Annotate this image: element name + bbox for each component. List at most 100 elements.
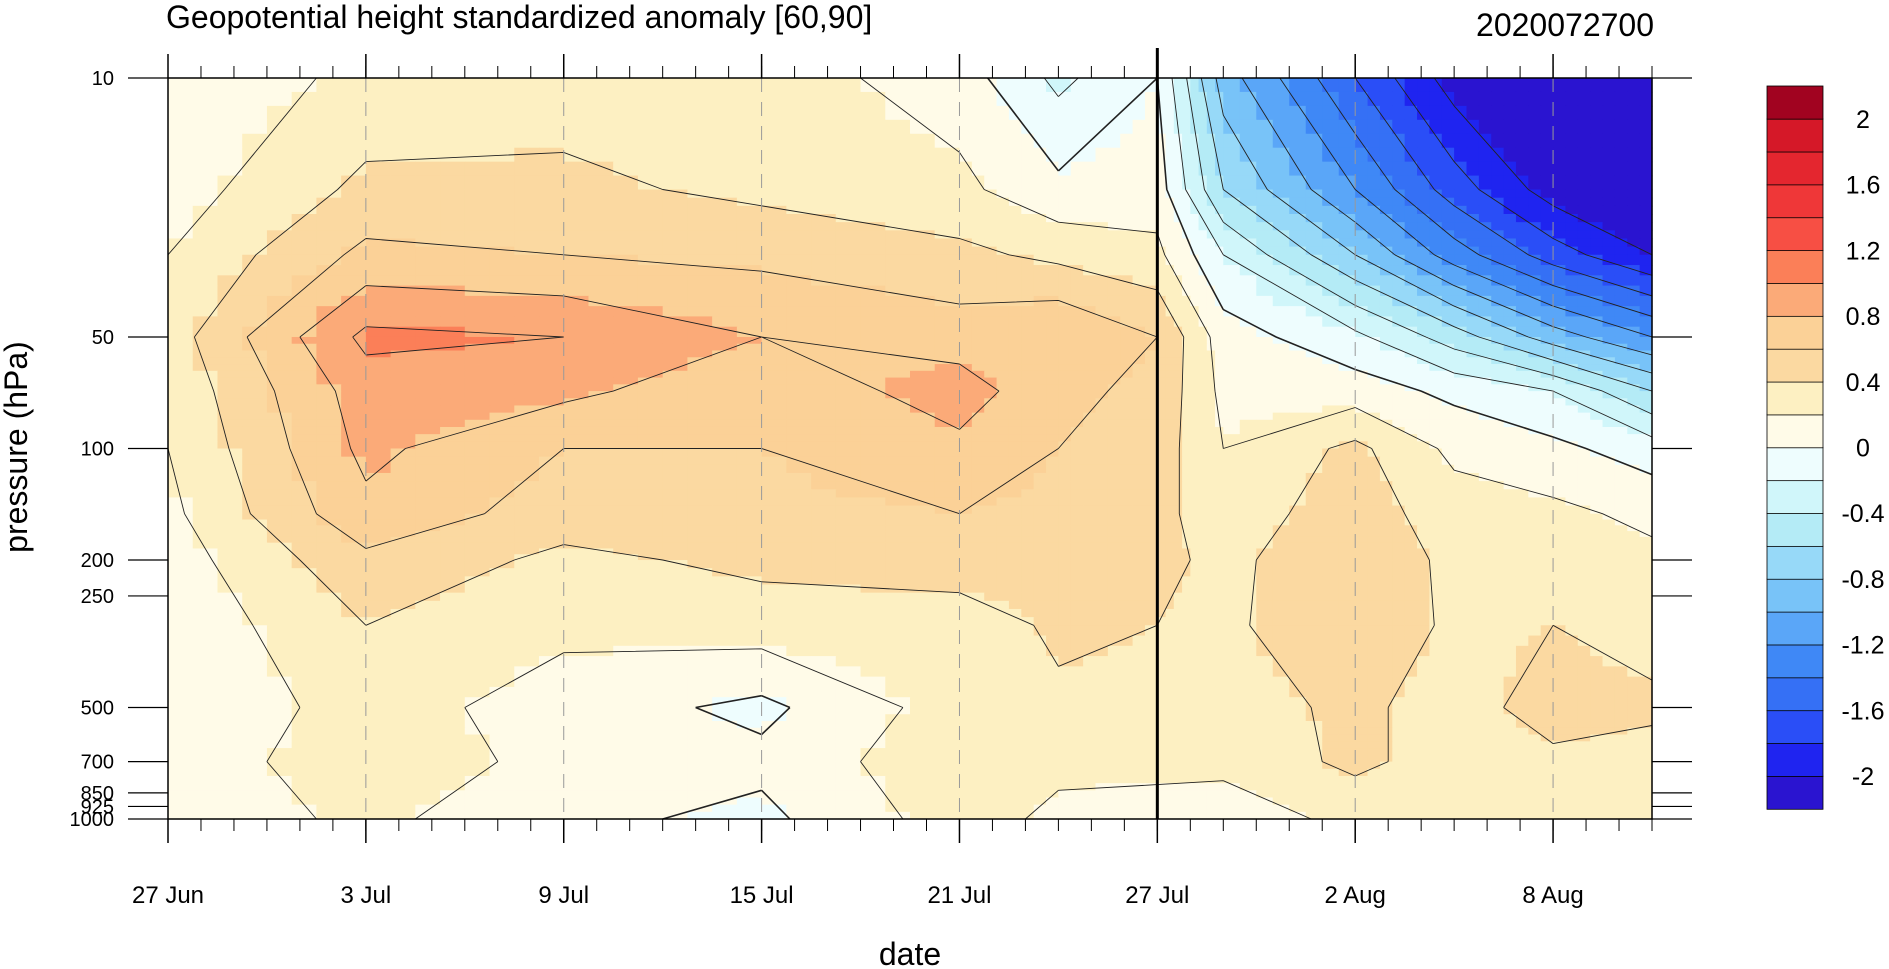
contour-cell [1429,542,1443,550]
contour-cell [1478,119,1492,135]
contour-cell [1355,350,1369,358]
contour-cell [1190,105,1200,121]
contour-cell [1256,412,1274,421]
contour-cell [563,472,590,482]
contour-cell [1454,254,1468,266]
contour-cell [1441,412,1455,421]
contour-cell [1441,536,1455,544]
contour-cell [1466,513,1480,521]
contour-cell [291,464,317,474]
contour-cell [996,214,1010,223]
contour-cell [1429,441,1443,450]
contour-cell [341,295,367,307]
contour-cell [415,316,441,328]
contour-cell [1132,525,1146,532]
contour-cell [1095,434,1109,442]
contour-cell [1157,505,1167,515]
contour-cell [1528,464,1542,474]
contour-cell [1144,412,1158,421]
contour-cell [168,456,194,466]
contour-cell [984,133,998,149]
contour-cell [1198,357,1208,365]
contour-cell [563,336,590,345]
contour-cell [1215,519,1224,526]
contour-cell [1157,343,1167,352]
contour-cell [1215,412,1224,421]
contour-cell [1404,519,1418,526]
contour-cell [489,370,515,379]
contour-cell [1367,441,1381,450]
contour-cell [1095,275,1109,287]
contour-cell [786,357,812,365]
contour-cell [1120,246,1134,256]
contour-cell [514,222,540,231]
contour-cell [971,542,985,550]
contour-cell [1198,489,1208,499]
contour-cell [1478,497,1492,507]
contour-cell [1528,412,1542,421]
contour-cell [1165,377,1175,385]
contour-cell [712,434,738,442]
contour-cell [464,505,491,515]
contour-cell [341,336,367,345]
contour-cell [1540,133,1554,149]
contour-cell [1355,133,1369,149]
contour-cell [1095,542,1109,550]
contour-cell [1223,398,1241,407]
contour-cell [464,275,491,287]
contour-cell [736,448,763,458]
contour-cell [786,147,812,163]
contour-cell [786,214,812,223]
contour-cell [885,326,911,338]
contour-cell [934,336,961,345]
contour-cell [860,343,886,352]
contour-cell [1058,133,1072,149]
contour-cell [341,513,367,521]
contour-cell [835,377,862,385]
contour-cell [835,412,862,421]
contour-cell [217,412,243,421]
contour-cell [1491,391,1505,399]
contour-cell [761,175,787,191]
contour-cell [1021,336,1035,345]
contour-cell [996,384,1010,392]
contour-cell [996,119,1010,135]
contour-cell [1083,197,1097,207]
contour-cell [984,364,998,372]
contour-cell [341,147,367,163]
contour-cell [1070,91,1084,107]
contour-cell [1528,119,1542,135]
contour-cell [1491,214,1505,223]
contour-cell [971,489,985,499]
contour-cell [192,377,219,385]
contour-cell [687,513,713,521]
contour-cell [588,472,614,482]
contour-cell [588,554,614,561]
contour-cell [1206,384,1216,392]
contour-cell [1157,161,1167,177]
contour-cell [563,161,590,177]
contour-cell [761,554,787,561]
contour-cell [1021,197,1035,207]
contour-cell [1454,222,1468,231]
contour-cell [996,350,1010,358]
contour-cell [1540,513,1554,521]
contour-cell [1165,426,1175,435]
contour-cell [1132,464,1146,474]
contour-cell [1338,377,1356,385]
contour-cell [1627,343,1641,352]
contour-cell [1515,505,1529,515]
contour-cell [588,505,614,515]
contour-cell [1107,370,1121,379]
contour-cell [1132,161,1146,177]
contour-cell [1639,230,1653,240]
contour-cell [1120,175,1134,191]
contour-cell [1256,350,1274,358]
contour-cell [1379,412,1393,421]
contour-cell [1095,246,1109,256]
contour-cell [1503,554,1517,561]
contour-cell [1565,336,1579,345]
contour-cell [1417,326,1430,338]
contour-cell [1289,536,1307,544]
contour-cell [637,357,664,365]
